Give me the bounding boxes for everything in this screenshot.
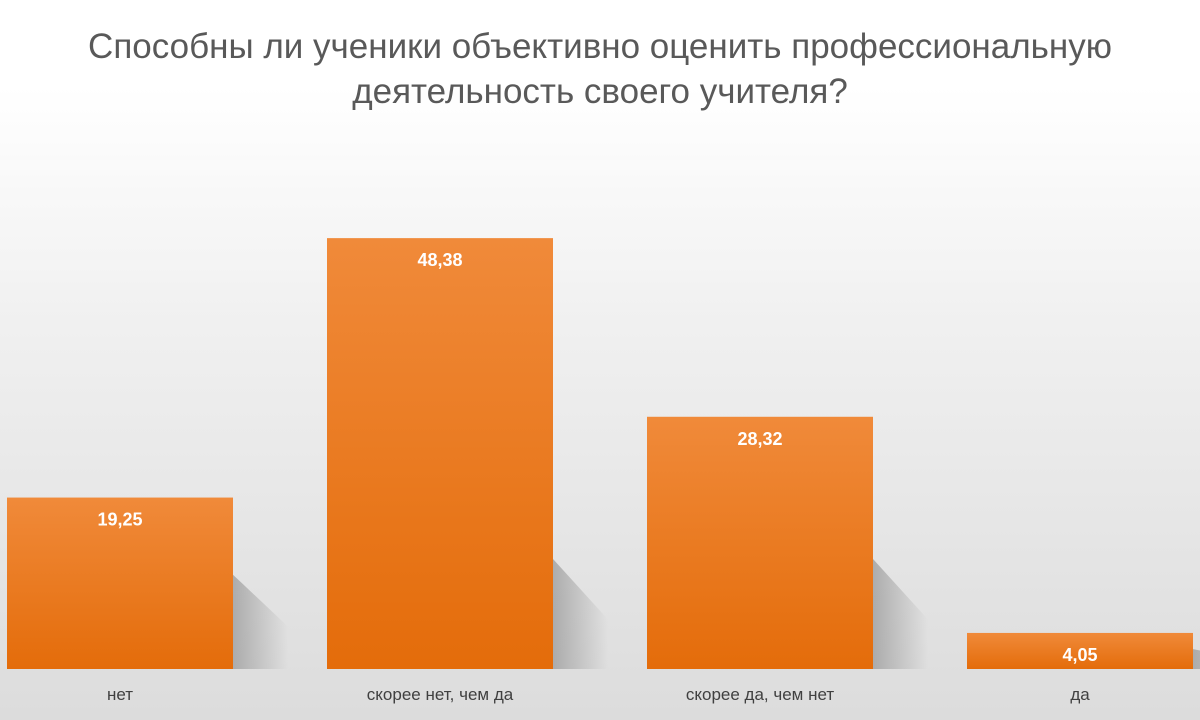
category-label: скорее нет, чем да xyxy=(367,685,514,704)
category-label: скорее да, чем нет xyxy=(686,685,834,704)
bar-shadow xyxy=(553,559,608,669)
bar-shadow xyxy=(233,574,288,669)
bar xyxy=(327,238,553,669)
data-label: 19,25 xyxy=(97,510,142,530)
data-label: 28,32 xyxy=(737,429,782,449)
category-label: нет xyxy=(107,685,133,704)
category-label: да xyxy=(1070,685,1090,704)
bar xyxy=(7,497,233,669)
chart-title-line-2: деятельность своего учителя? xyxy=(352,72,848,111)
chart-title: Способны ли ученики объективно оценить п… xyxy=(0,24,1200,114)
bar-shadow xyxy=(1193,649,1200,669)
bar-shadow xyxy=(873,559,928,669)
bar xyxy=(647,416,873,669)
bar xyxy=(967,632,1193,669)
chart-title-line-1: Способны ли ученики объективно оценить п… xyxy=(88,27,1112,66)
data-label: 4,05 xyxy=(1062,645,1097,665)
data-label: 48,38 xyxy=(417,250,462,270)
